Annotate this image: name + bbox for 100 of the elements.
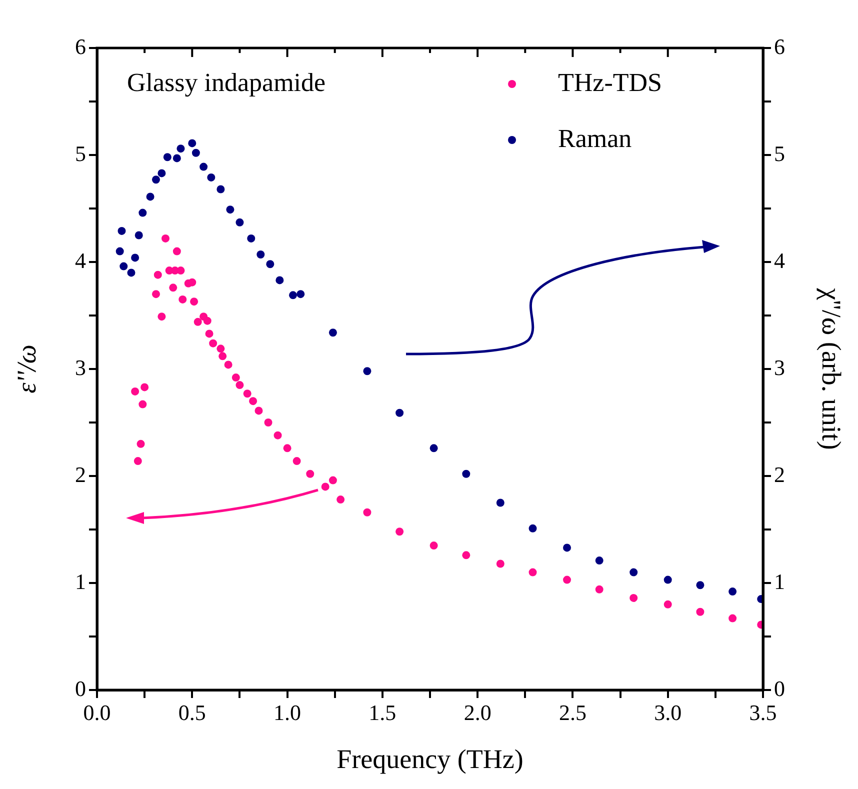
point bbox=[563, 544, 572, 552]
point bbox=[136, 440, 145, 448]
point bbox=[146, 192, 154, 201]
point bbox=[192, 148, 200, 157]
point bbox=[154, 270, 162, 279]
y-tick-label: 1 bbox=[75, 568, 86, 594]
point bbox=[118, 226, 126, 235]
point bbox=[163, 153, 172, 162]
point bbox=[138, 400, 147, 408]
x-tick-label: 1.5 bbox=[368, 700, 396, 725]
point bbox=[216, 185, 225, 194]
y2-tick-label: 4 bbox=[774, 248, 785, 273]
point bbox=[131, 387, 140, 396]
point bbox=[254, 406, 263, 415]
y2-tick-label: 1 bbox=[774, 568, 785, 594]
point bbox=[336, 496, 345, 504]
point bbox=[595, 556, 604, 565]
point bbox=[595, 585, 604, 594]
y2-tick-label: 3 bbox=[774, 354, 785, 380]
y2-tick-label: 2 bbox=[774, 462, 785, 487]
point bbox=[306, 470, 314, 478]
point bbox=[363, 367, 372, 376]
point bbox=[134, 457, 142, 466]
point bbox=[232, 374, 240, 382]
y2-tick-label: 6 bbox=[774, 34, 785, 59]
point bbox=[158, 169, 166, 178]
point bbox=[496, 560, 504, 568]
point bbox=[176, 266, 185, 275]
point bbox=[162, 234, 170, 242]
point bbox=[430, 444, 438, 452]
y2-tick-label: 0 bbox=[774, 676, 785, 701]
point bbox=[134, 231, 143, 240]
y-tick-label: 6 bbox=[75, 34, 86, 59]
legend-label: Raman bbox=[558, 124, 632, 153]
point bbox=[200, 162, 208, 171]
point bbox=[462, 470, 470, 478]
point bbox=[396, 408, 404, 417]
x-tick-label: 0.0 bbox=[83, 700, 111, 725]
annotation: Glassy indapamide bbox=[127, 68, 326, 97]
point bbox=[256, 250, 265, 259]
point bbox=[152, 290, 160, 298]
point bbox=[158, 312, 166, 321]
point bbox=[664, 576, 672, 584]
point bbox=[321, 482, 330, 491]
point bbox=[363, 508, 372, 516]
point bbox=[120, 262, 128, 270]
point bbox=[728, 588, 737, 596]
point bbox=[247, 234, 256, 242]
point bbox=[236, 381, 244, 390]
point bbox=[728, 614, 737, 622]
y2-tick-label: 5 bbox=[774, 140, 785, 166]
point bbox=[276, 276, 284, 284]
point bbox=[140, 383, 149, 392]
point bbox=[266, 260, 274, 268]
x-tick-label: 0.5 bbox=[178, 700, 206, 725]
point bbox=[218, 352, 227, 360]
x-tick-label: 3.0 bbox=[654, 700, 682, 725]
x-tick-label: 1.0 bbox=[274, 700, 302, 725]
point bbox=[178, 295, 187, 304]
point bbox=[462, 551, 470, 560]
y2-axis-title: χ''/ω (arb. unit) bbox=[816, 287, 847, 450]
point bbox=[172, 247, 181, 256]
point bbox=[249, 397, 258, 406]
y-tick-label: 3 bbox=[75, 354, 86, 380]
point bbox=[152, 176, 160, 184]
point bbox=[292, 457, 301, 466]
point bbox=[496, 498, 504, 507]
point bbox=[116, 247, 124, 256]
point bbox=[630, 568, 638, 576]
y-tick-label: 2 bbox=[75, 462, 86, 487]
point bbox=[563, 576, 572, 584]
point bbox=[188, 278, 196, 286]
point bbox=[224, 360, 232, 369]
point bbox=[664, 600, 672, 608]
point bbox=[696, 581, 704, 590]
point bbox=[209, 339, 218, 348]
point bbox=[430, 542, 438, 550]
point bbox=[296, 290, 305, 298]
point bbox=[176, 144, 185, 153]
x-tick-label: 2.0 bbox=[464, 700, 492, 725]
point bbox=[216, 344, 225, 353]
point bbox=[203, 316, 212, 325]
point bbox=[288, 291, 297, 300]
point bbox=[528, 524, 537, 532]
point bbox=[127, 268, 136, 277]
point bbox=[264, 418, 272, 426]
point bbox=[696, 608, 704, 616]
point bbox=[328, 476, 337, 484]
y-tick-label: 5 bbox=[75, 140, 86, 166]
point bbox=[172, 154, 181, 162]
y-axis-title: ε''/ω bbox=[11, 344, 42, 394]
point bbox=[188, 139, 196, 148]
y-tick-label: 0 bbox=[75, 676, 86, 701]
x-tick-label: 3.5 bbox=[749, 700, 777, 725]
x-tick-label: 2.5 bbox=[558, 700, 586, 725]
point bbox=[328, 328, 337, 337]
point bbox=[630, 594, 638, 602]
point bbox=[226, 206, 234, 214]
x-axis-title: Frequency (THz) bbox=[336, 744, 524, 774]
legend-label: THz-TDS bbox=[558, 68, 662, 97]
